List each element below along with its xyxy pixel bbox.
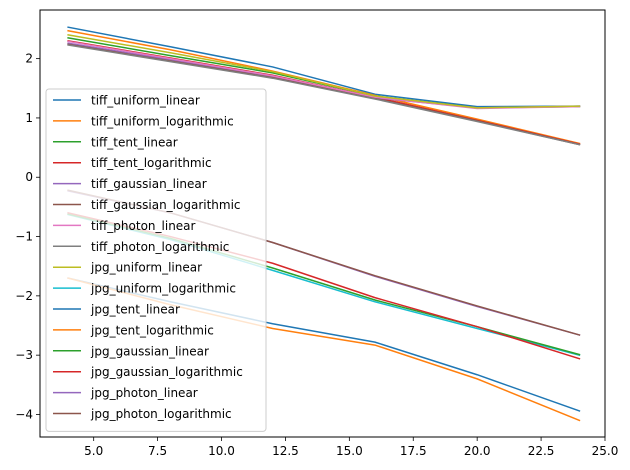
legend-entry: jpg_uniform_linear	[53, 261, 202, 275]
legend-label: tiff_tent_logarithmic	[91, 156, 212, 170]
legend-entry: tiff_tent_logarithmic	[53, 156, 212, 170]
x-tick-label: 10.0	[208, 444, 235, 458]
legend-label: jpg_tent_logarithmic	[90, 323, 214, 337]
legend-label: jpg_uniform_logarithmic	[90, 282, 236, 296]
legend-label: jpg_gaussian_logarithmic	[90, 365, 243, 379]
legend-entry: tiff_gaussian_logarithmic	[53, 198, 241, 212]
x-axis: 5.0 7.5 10.0 12.5 15.0 17.5 20.0 22.5 25.0	[84, 437, 618, 458]
legend-label: jpg_photon_linear	[90, 386, 198, 400]
x-tick-label: 22.5	[528, 444, 555, 458]
x-tick-label: 25.0	[592, 444, 619, 458]
plot-frame	[39, 9, 606, 438]
legend-entry: jpg_uniform_logarithmic	[53, 282, 236, 296]
legend-entry: jpg_tent_linear	[53, 303, 180, 317]
legend-entry: tiff_tent_linear	[53, 135, 178, 149]
legend-label: tiff_photon_logarithmic	[91, 240, 229, 254]
y-tick-label: −2	[15, 289, 33, 303]
series-line-tiff_uniform_linear	[67, 26, 581, 108]
series-line-jpg_uniform_linear	[67, 34, 581, 109]
legend-label: tiff_photon_linear	[91, 219, 196, 233]
legend-entry: tiff_gaussian_linear	[53, 177, 207, 191]
legend-entry: tiff_photon_logarithmic	[53, 240, 229, 254]
legend-label: jpg_tent_linear	[90, 303, 180, 317]
legend-label: tiff_gaussian_logarithmic	[91, 198, 241, 212]
series-line-tiff_photon_logarithmic	[67, 44, 581, 146]
y-tick-label: 1	[25, 111, 33, 125]
legend-label: tiff_uniform_linear	[91, 94, 200, 108]
legend-entry: tiff_uniform_logarithmic	[53, 114, 234, 128]
legend-label: jpg_photon_logarithmic	[90, 407, 232, 421]
y-tick-label: −4	[15, 407, 33, 421]
legend-entry: tiff_uniform_linear	[53, 94, 200, 108]
legend-label: tiff_uniform_logarithmic	[91, 114, 234, 128]
legend-entry: tiff_photon_linear	[53, 219, 196, 233]
legend-entry: jpg_photon_linear	[53, 386, 198, 400]
x-tick-label: 17.5	[400, 444, 427, 458]
legend-label: jpg_gaussian_linear	[90, 344, 209, 358]
y-tick-label: 2	[25, 52, 33, 66]
legend-entry: jpg_gaussian_logarithmic	[53, 365, 243, 379]
legend-label: jpg_uniform_linear	[90, 261, 202, 275]
x-tick-label: 12.5	[272, 444, 299, 458]
x-tick-label: 7.5	[148, 444, 167, 458]
legend-entry: jpg_gaussian_linear	[53, 344, 209, 358]
legend-label: tiff_tent_linear	[91, 135, 178, 149]
legend-box	[45, 88, 267, 432]
y-tick-label: −1	[15, 230, 33, 244]
legend-label: tiff_gaussian_linear	[91, 177, 207, 191]
y-tick-label: −3	[15, 348, 33, 362]
x-tick-label: 15.0	[336, 444, 363, 458]
legend: tiff_uniform_linear tiff_uniform_logarith…	[45, 88, 267, 432]
legend-entry: jpg_photon_logarithmic	[53, 407, 232, 421]
legend-entry: jpg_tent_logarithmic	[53, 323, 214, 337]
y-axis: −4 −3 −2 −1 0 1 2	[15, 52, 40, 421]
x-tick-label: 5.0	[84, 444, 103, 458]
y-tick-label: 0	[25, 170, 33, 184]
x-tick-label: 20.0	[464, 444, 491, 458]
